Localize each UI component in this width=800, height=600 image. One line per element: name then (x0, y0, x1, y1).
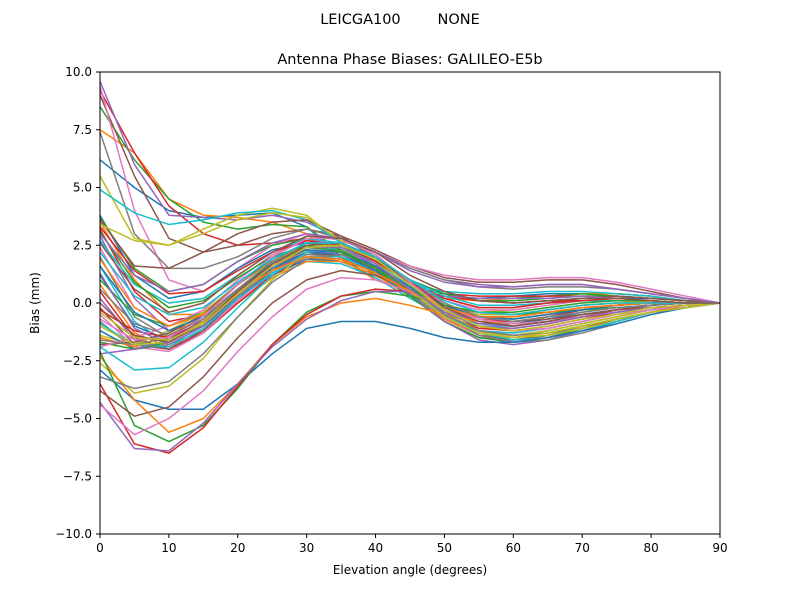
y-axis-label: Bias (mm) (28, 272, 42, 334)
series-line-60 (99, 242, 720, 316)
figure-suptitle: LEICGA100 NONE (320, 12, 480, 28)
y-tick-label: 2.5 (73, 238, 92, 252)
x-tick-label: 0 (96, 541, 104, 555)
x-tick-label: 50 (437, 541, 452, 555)
y-tick-label: 5.0 (73, 181, 92, 195)
series-line-61 (99, 232, 721, 304)
series-line-62 (99, 235, 720, 313)
series-layer (99, 80, 721, 454)
ticks-layer: 0 10 20 30 40 50 60 70 80 90 −10.0 −7.5 −5.0 −2.5 0.0 2… (55, 65, 727, 555)
series-line-52 (99, 256, 720, 327)
x-tick-label: 60 (506, 541, 521, 555)
x-tick-label: 10 (161, 541, 176, 555)
series-line-55 (99, 246, 721, 346)
axes-frame (99, 71, 721, 535)
y-tick-label: −7.5 (63, 469, 92, 483)
y-tick-label: −5.0 (63, 412, 92, 426)
x-tick-label: 40 (368, 541, 383, 555)
series-line-41 (99, 302, 721, 411)
series-line-59 (99, 244, 721, 341)
y-tick-label: 0.0 (73, 296, 92, 310)
y-tick-label: −10.0 (55, 527, 92, 541)
x-tick-label: 80 (643, 541, 658, 555)
y-tick-label: −2.5 (63, 354, 92, 368)
y-tick-label: 10.0 (65, 65, 92, 79)
x-axis-label: Elevation angle (degrees) (333, 563, 487, 577)
chart-title: Antenna Phase Biases: GALILEO-E5b (277, 52, 542, 68)
x-tick-label: 70 (575, 541, 590, 555)
x-tick-label: 20 (230, 541, 245, 555)
y-tick-label: 7.5 (73, 123, 92, 137)
x-tick-label: 30 (299, 541, 314, 555)
x-tick-label: 90 (712, 541, 727, 555)
